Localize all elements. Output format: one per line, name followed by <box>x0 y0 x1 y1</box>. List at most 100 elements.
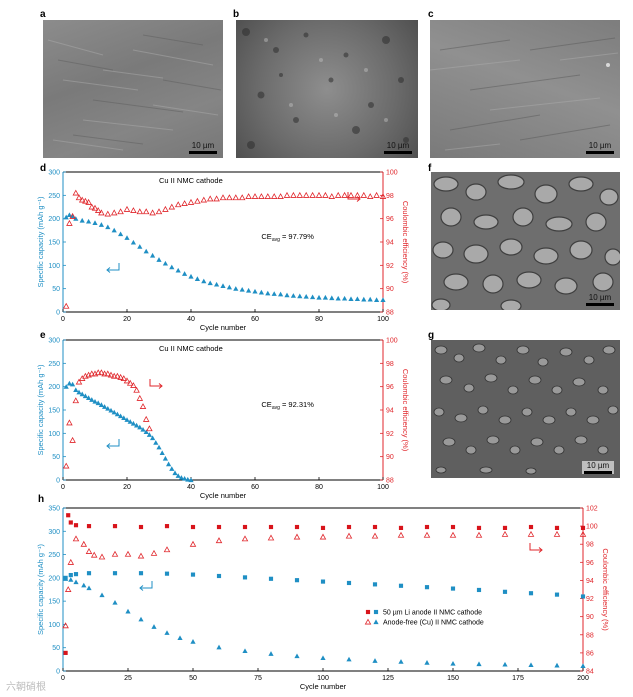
y-tick-label: 100 <box>48 263 60 270</box>
capacity-point <box>169 466 175 471</box>
ce-point <box>206 195 214 202</box>
capacity-point <box>105 406 111 411</box>
series-1 <box>63 576 586 668</box>
ce-point <box>137 552 145 559</box>
ce-point <box>345 532 353 539</box>
x-tick-label: 25 <box>124 675 132 682</box>
ce-point <box>277 193 284 199</box>
capacity-point <box>294 653 300 659</box>
capacity-point <box>92 220 98 225</box>
capacity-point <box>156 444 162 450</box>
capacity-point <box>140 427 146 432</box>
y2-tick-label: 84 <box>586 669 594 676</box>
chart-title: Cu II NMC cathode <box>159 176 223 185</box>
y2-tick-label: 98 <box>586 542 594 549</box>
capacity-point <box>175 473 181 478</box>
ce-point <box>194 197 201 204</box>
ce-point <box>66 513 71 518</box>
ce-point <box>328 193 336 199</box>
ce-point <box>450 524 456 530</box>
ce-avg-annotation: CEavg = 97.79% <box>261 232 314 243</box>
capacity-point <box>137 424 143 430</box>
y-tick-label: 150 <box>48 599 60 606</box>
y2-tick-label: 100 <box>586 524 598 531</box>
capacity-point <box>335 295 341 301</box>
capacity-point <box>374 297 380 302</box>
x-tick-label: 100 <box>317 675 329 682</box>
chart-d: 0 20 40 60 80 100 0 50 100 150 200 250 300 88 90 92 94 96… <box>36 170 410 333</box>
sem-texture-a <box>47 34 222 151</box>
capacity-point <box>190 572 196 577</box>
ce-point <box>88 370 96 377</box>
ce-point <box>501 530 509 537</box>
ce-avg-annotation: CEavg = 92.31% <box>261 400 314 411</box>
y-tick-label: 200 <box>48 575 60 582</box>
ce-point <box>366 193 374 199</box>
ce-point <box>475 531 483 538</box>
ce-point <box>107 371 115 378</box>
series-2 <box>63 513 586 655</box>
capacity-point <box>398 659 404 664</box>
ce-point <box>251 193 259 199</box>
ce-point <box>126 379 134 386</box>
ce-point <box>216 524 222 530</box>
series-0 <box>63 380 194 483</box>
y2-tick-label: 90 <box>586 614 594 621</box>
ce-point <box>130 207 137 213</box>
ce-point <box>69 212 76 219</box>
sem-image-b: 10 µm <box>236 20 418 158</box>
x-tick-label: 200 <box>577 675 589 682</box>
ce-point <box>334 191 342 198</box>
capacity-point <box>297 293 303 299</box>
ce-point <box>78 196 86 203</box>
x-tick-label: 40 <box>187 316 195 323</box>
y2-tick-label: 98 <box>386 361 394 368</box>
x-tick-label: 20 <box>123 484 131 491</box>
ce-avg-value: = 97.79% <box>280 232 314 241</box>
capacity-point <box>73 572 79 577</box>
y2-axis-label: Coulombic efficiency (%) <box>401 201 410 284</box>
capacity-point <box>79 391 85 397</box>
chart-title: Cu II NMC cathode <box>159 344 223 353</box>
ce-point <box>398 525 404 531</box>
ce-point <box>423 531 431 538</box>
capacity-point <box>450 586 456 591</box>
y-tick-label: 300 <box>48 338 60 345</box>
ce-point <box>63 650 68 655</box>
y2-tick-label: 94 <box>386 408 394 415</box>
ce-point <box>94 369 102 376</box>
capacity-point <box>258 289 264 295</box>
capacity-point <box>346 656 352 662</box>
capacity-point <box>220 283 226 288</box>
capacity-point <box>246 287 252 293</box>
ce-point <box>123 205 131 212</box>
ce-point <box>270 193 278 199</box>
y-axis-label: Specific capacity (mAh g⁻¹) <box>36 543 45 635</box>
capacity-point <box>66 212 72 218</box>
capacity-point <box>99 592 105 598</box>
ce-point <box>117 373 124 380</box>
y2-tick-label: 102 <box>586 506 598 513</box>
ce-point <box>371 532 379 539</box>
capacity-point <box>112 571 118 576</box>
panel-label-b: b <box>233 9 240 20</box>
ce-point <box>200 196 208 203</box>
chart-h: 0 25 50 75 100 125 150 175 200 0 50 100 150 200 250 300… <box>36 506 610 692</box>
ce-point <box>139 403 147 409</box>
capacity-point <box>201 278 207 284</box>
capacity-point <box>162 455 168 461</box>
y-tick-label: 300 <box>48 529 60 536</box>
ce-point <box>142 415 150 422</box>
ce-point <box>373 191 380 198</box>
ce-point <box>213 195 220 202</box>
y2-tick-label: 96 <box>386 384 394 391</box>
y2-tick-label: 88 <box>386 310 394 317</box>
ce-point <box>268 524 274 530</box>
ce-point <box>554 525 560 531</box>
ce-point <box>238 194 246 201</box>
capacity-point <box>73 387 79 393</box>
y-tick-label: 200 <box>48 384 60 391</box>
ce-point <box>190 524 196 530</box>
y2-tick-label: 96 <box>386 216 394 223</box>
ce-point <box>150 549 158 556</box>
